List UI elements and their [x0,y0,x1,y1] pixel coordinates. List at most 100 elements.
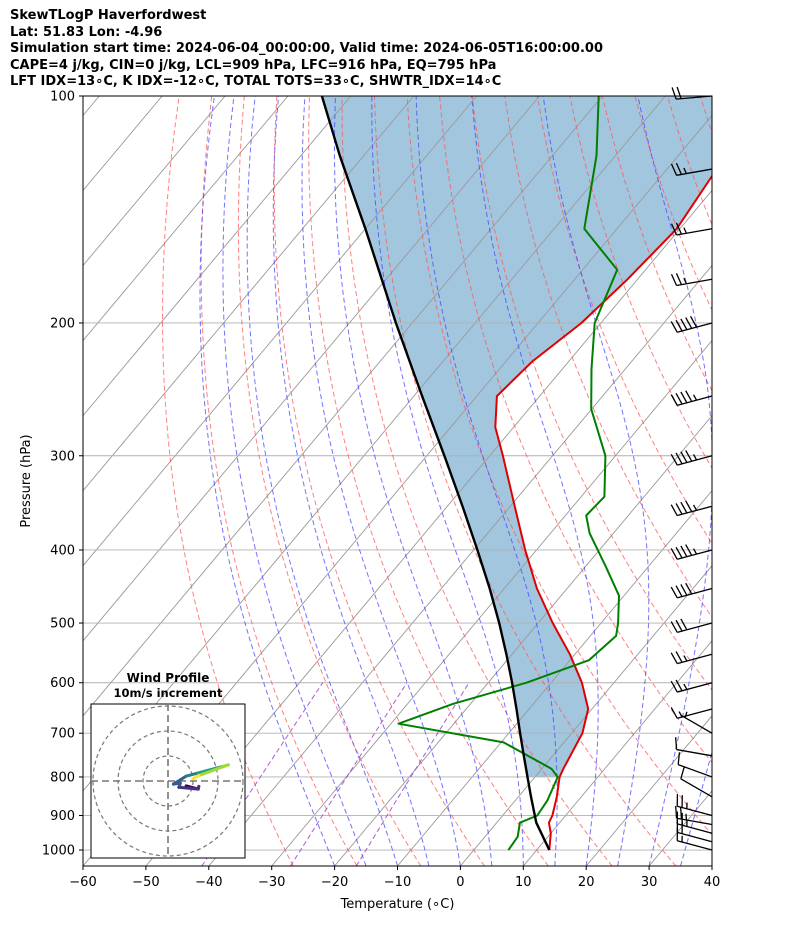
moist-adiabat-line [680,750,712,866]
wind-barb [670,651,713,665]
wind-barb-half [683,277,687,285]
wind-barb-half [683,227,687,234]
wind-barb-full [680,391,688,404]
y-tick-label: 600 [50,676,75,691]
wind-barb-shaft [676,748,713,757]
wind-barb-full [670,586,678,599]
hodograph-segment [171,774,188,786]
isotherm-line [83,96,478,567]
wind-barb-full [670,223,678,236]
dry-adiabat-line [471,96,712,691]
sounding-profiles [320,96,712,851]
isotherm-line [775,96,794,866]
y-tick-label: 300 [50,449,75,464]
x-tick-label: −40 [195,875,222,890]
isotherm-line [83,96,352,417]
moist-adiabat-line [371,96,524,866]
wind-barb-full [670,321,678,333]
wind-barb [670,162,713,176]
wind-barb-shaft [676,95,713,100]
isotherm-line [145,189,712,866]
moist-adiabat-line [471,96,599,866]
x-tick-label: 0 [456,875,464,890]
x-tick-label: −50 [132,875,159,890]
cape-line: CAPE=4 j/kg, CIN=0 j/kg, LCL=909 hPa, LF… [10,57,497,73]
wind-barb-half [692,548,698,555]
wind-barb-full [675,805,678,819]
dry-adiabat-line [341,96,613,866]
moist-adiabat-line [711,864,712,866]
wind-barb-full [685,317,693,329]
wind-barb [670,707,713,719]
wind-barb-full [680,618,688,631]
dry-adiabat-line [374,96,677,866]
y-tick-label: 400 [50,543,75,558]
wind-barb-full [685,544,693,556]
wind-barb-full [675,619,683,632]
parcel-profile-line [320,96,551,851]
wind-barb-full [675,162,683,175]
hodograph-segment [191,774,201,781]
y-tick-label: 500 [50,617,75,632]
y-tick-label: 200 [50,316,75,331]
mixing-ratio-line [355,682,470,866]
wind-barb [676,793,713,817]
wind-barb-full [675,503,683,515]
wind-barb-half [692,394,698,401]
wind-barb-shaft [676,168,713,176]
y-tick-label: 100 [50,90,75,105]
wind-barb [670,222,713,236]
x-tick-label: 20 [578,875,595,890]
wind-barb-full [670,394,678,406]
isotherm-line [83,96,540,642]
dry-adiabat-line [569,96,712,469]
dry-adiabat-line [406,96,712,836]
wind-barb [670,315,713,333]
x-tick-label: −60 [69,875,96,890]
wind-barb-full [670,273,678,286]
wind-barb [671,86,713,100]
axes: −60 −50 −40 −30 −20 −10 0 10 20 30 40 100 200 300 400 5… [19,90,720,913]
wind-barb-shaft [677,764,713,778]
wind-barb-full [680,318,688,331]
wind-barb-full [676,86,682,99]
inset-subtitle: 10m/s increment [114,686,223,700]
wind-barb-half [684,711,688,718]
adiabat-lines [161,96,712,866]
hodograph-segment [197,763,230,778]
moist-adiabat-line [333,96,493,866]
dry-adiabat-line [161,96,294,866]
mixing-ratio-line [290,682,408,866]
wind-barb-full [675,392,683,405]
wind-barb [670,618,713,633]
isotherm-line [83,96,226,267]
wind-barb [670,679,713,693]
wind-barb [680,766,713,798]
wind-barb-full [670,707,678,719]
wind-barb-full [685,450,693,462]
wind-barb-full [685,500,693,512]
x-axis-label: Temperature (∘C) [340,897,455,912]
moist-adiabat-line [246,96,398,866]
wind-barb-half [683,683,688,690]
isotherm-line [334,414,712,866]
wind-barb-shaft [680,778,713,798]
wind-barb-half [683,167,687,174]
wind-barb-full [675,273,683,285]
wind-barb-shaft [677,682,713,693]
wind-barb-full [677,752,681,765]
dry-adiabat-line [200,96,358,866]
wind-barb [675,737,713,757]
x-tick-label: 10 [515,875,532,890]
x-tick-label: −10 [384,875,411,890]
wind-barb-shaft [677,455,713,466]
wind-barb [675,805,713,826]
wind-barb [670,500,713,517]
wind-barb-full [670,621,678,633]
wind-barb-full [680,545,688,558]
x-tick-label: 30 [641,875,658,890]
dry-adiabat-line [536,96,712,545]
wind-barb-shaft [677,322,713,333]
wind-barb-full [670,163,678,176]
chart-title: SkewTLogP Haverfordwest [10,8,207,23]
